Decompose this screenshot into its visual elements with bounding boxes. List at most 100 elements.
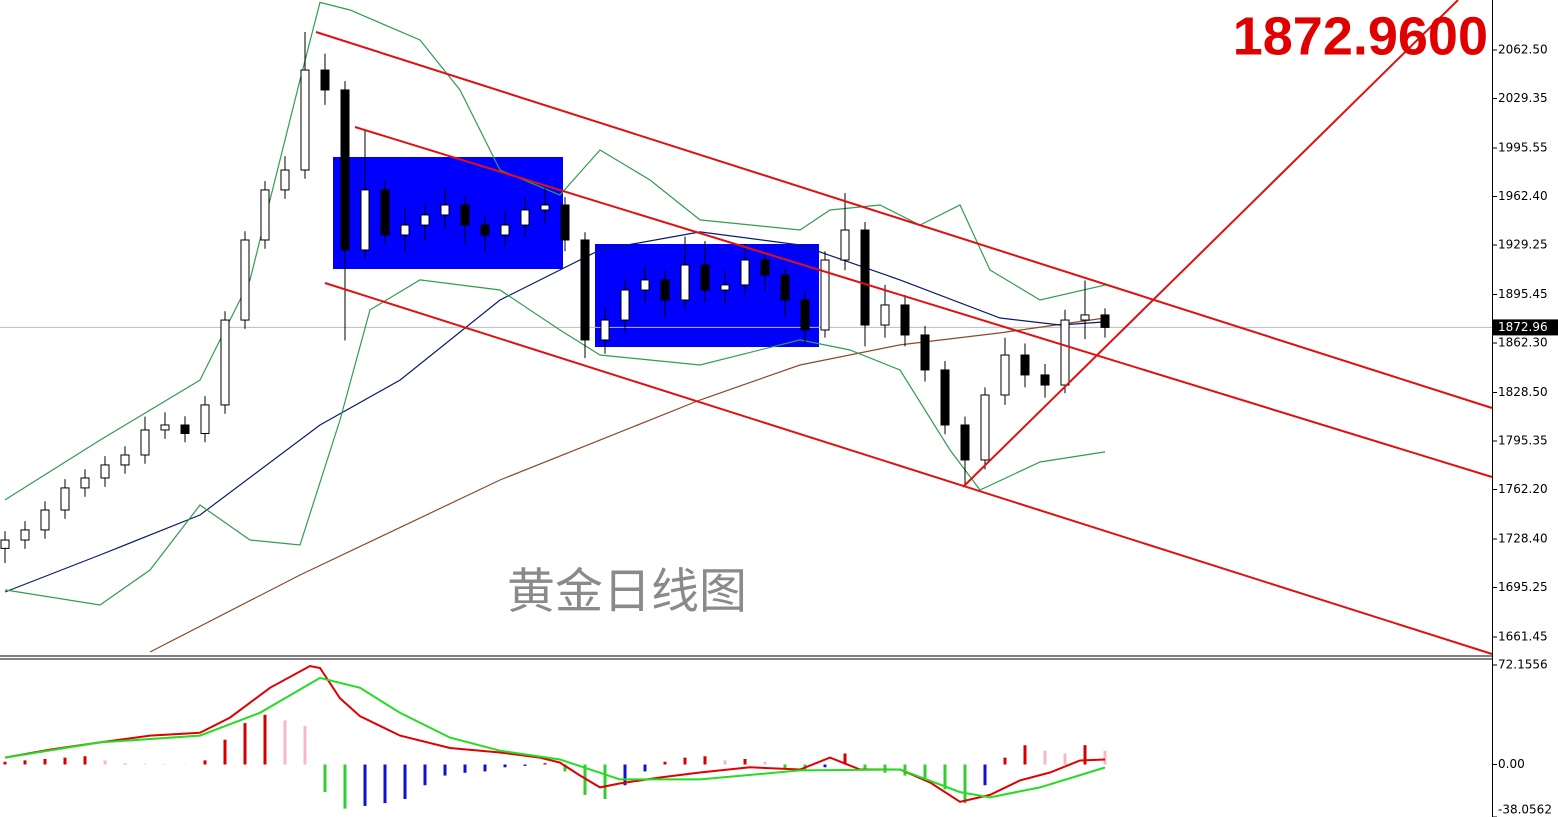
y-tick-label: -38.0562 [1498,803,1552,817]
histogram-bar [1103,750,1107,765]
y-tick-label: 1728.40 [1498,532,1548,546]
histogram-bar [563,764,567,772]
histogram-bar [523,764,527,766]
candle-body [1040,374,1050,386]
histogram-bar [903,764,907,776]
candle-body [260,189,270,241]
histogram-bar [783,764,787,769]
candle-body [1000,354,1010,396]
candle-body [80,477,90,489]
y-tick-label: 1895.45 [1498,287,1548,301]
candle-body [0,539,10,549]
histogram-bar [123,763,127,765]
current-price-box [1493,319,1558,336]
indicator-line [4,231,1106,593]
y-tick-label: 1828.50 [1498,385,1548,399]
histogram-bar [663,761,667,765]
histogram-bar [263,714,267,765]
trend-line [324,282,1493,655]
candle-body [360,189,370,251]
histogram-bar [343,764,347,809]
candle-body [40,509,50,531]
histogram-bar [983,764,987,786]
candle-body [480,224,490,236]
candle-body [1100,314,1110,328]
y-tick-label: 2062.50 [1498,42,1548,56]
candle-body [860,229,870,326]
y-tick-label: 1795.35 [1498,434,1548,448]
candle-body [920,334,930,371]
candle-body [320,69,330,91]
candle-body [840,229,850,261]
candle-body [1020,354,1030,376]
candle-body [500,224,510,236]
histogram-bar [63,757,67,765]
histogram-bar [1083,745,1087,765]
histogram-bar [3,761,7,765]
y-tick-label: 72.1556 [1498,658,1548,672]
histogram-bar [1063,753,1067,765]
candle-body [1060,319,1070,386]
candle-body [960,424,970,461]
histogram-bar [863,764,867,771]
indicator-line [4,279,1106,606]
price-panel [0,1,1492,653]
y-tick-label: 2029.35 [1498,91,1548,105]
candle-body [900,304,910,336]
candle-body [800,299,810,331]
histogram-bar [643,764,647,772]
histogram-bar [583,764,587,795]
candle-body [700,264,710,291]
histogram-bar [83,756,87,765]
y-tick-label: 1661.45 [1498,629,1548,643]
candle-body [340,89,350,251]
candle-body [540,204,550,211]
candle-body [220,319,230,406]
candle-body [740,259,750,286]
histogram-bar [283,720,287,765]
histogram-bar [623,764,627,786]
y-tick-label: 1762.20 [1498,482,1548,496]
histogram-bar [23,760,27,765]
histogram-bar [223,739,227,765]
histogram-bar [243,723,247,765]
y-tick-label: 1962.40 [1498,189,1548,203]
histogram-bar [503,764,507,768]
candle-body [160,424,170,431]
candle-body [300,69,310,171]
trend-line [315,31,1493,409]
candle-body [200,404,210,434]
candle-body [140,429,150,456]
watermark: 黄金日线图 [507,564,747,620]
candle-body [720,284,730,291]
indicator-line [4,664,1106,803]
candle-body [580,239,590,341]
histogram-bar [383,764,387,804]
candle-body [180,424,190,434]
histogram-bar [703,756,707,765]
candle-body [380,189,390,236]
histogram-bar [363,764,367,806]
candle-body [820,259,830,331]
candle-body [420,214,430,226]
candle-body [780,274,790,301]
histogram-bar [203,760,207,765]
y-tick-label: 0.00 [1498,757,1525,771]
y-tick-label: 1862.30 [1498,336,1548,350]
histogram-bar [463,764,467,773]
histogram-bar [323,764,327,793]
y-tick-label: 1995.55 [1498,140,1548,154]
candle-body [1080,314,1090,321]
histogram-bar [43,758,47,765]
y-tick-label: 1695.25 [1498,580,1548,594]
candle-body [940,369,950,426]
indicator-line [149,317,1106,653]
candle-body [620,289,630,321]
histogram-bar [823,764,827,768]
histogram-bar [443,764,447,776]
histogram-bar [423,764,427,786]
histogram-bar [1043,750,1047,765]
histogram-bar [683,757,687,765]
histogram-bar [923,764,927,782]
